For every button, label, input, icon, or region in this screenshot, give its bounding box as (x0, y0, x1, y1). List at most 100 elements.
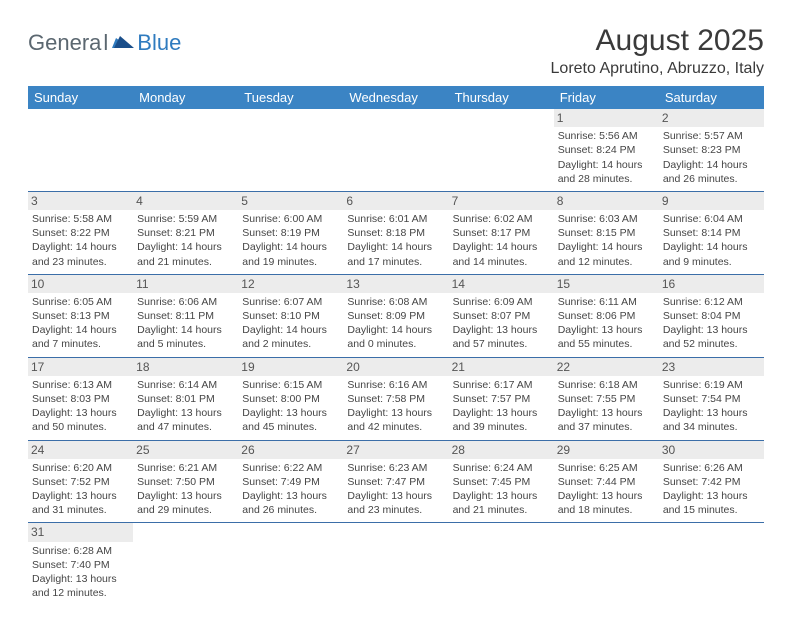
calendar-cell-empty (659, 523, 764, 605)
day-number: 31 (28, 523, 133, 541)
day-number: 4 (133, 192, 238, 210)
calendar-cell-empty (238, 109, 343, 191)
day-details: Sunrise: 6:25 AMSunset: 7:44 PMDaylight:… (558, 461, 655, 518)
day-number: 29 (554, 441, 659, 459)
day-number: 25 (133, 441, 238, 459)
day-details: Sunrise: 6:04 AMSunset: 8:14 PMDaylight:… (663, 212, 760, 269)
calendar-cell: 10Sunrise: 6:05 AMSunset: 8:13 PMDayligh… (28, 274, 133, 357)
location: Loreto Aprutino, Abruzzo, Italy (551, 60, 764, 78)
logo-text-general: Genera (28, 30, 101, 56)
day-number: 5 (238, 192, 343, 210)
day-details: Sunrise: 5:59 AMSunset: 8:21 PMDaylight:… (137, 212, 234, 269)
day-details: Sunrise: 6:17 AMSunset: 7:57 PMDaylight:… (453, 378, 550, 435)
day-number: 22 (554, 358, 659, 376)
calendar-cell: 13 Sunrise: 6:08 AMSunset: 8:09 PMDayligh… (343, 274, 448, 357)
weekday-header: Monday (133, 86, 238, 109)
day-number: 28 (449, 441, 554, 459)
day-details: Sunrise: 6:00 AMSunset: 8:19 PMDaylight:… (242, 212, 339, 269)
day-details: Sunrise: 6:02 AMSunset: 8:17 PMDaylight:… (453, 212, 550, 269)
calendar-cell-empty (343, 109, 448, 191)
calendar-cell: 7 Sunrise: 6:02 AMSunset: 8:17 PMDaylight… (449, 191, 554, 274)
day-number: 6 (343, 192, 448, 210)
day-number: 30 (659, 441, 764, 459)
day-details: Sunrise: 6:14 AMSunset: 8:01 PMDaylight:… (137, 378, 234, 435)
day-details: Sunrise: 6:09 AMSunset: 8:07 PMDaylight:… (453, 295, 550, 352)
calendar-cell-empty (133, 109, 238, 191)
day-number: 11 (133, 275, 238, 293)
calendar-cell: 22 Sunrise: 6:18 AMSunset: 7:55 PMDayligh… (554, 357, 659, 440)
day-details: Sunrise: 6:11 AMSunset: 8:06 PMDaylight:… (558, 295, 655, 352)
flag-icon (112, 34, 134, 50)
day-number: 3 (28, 192, 133, 210)
calendar-cell: 1 Sunrise: 5:56 AMSunset: 8:24 PMDaylight… (554, 109, 659, 191)
day-number: 12 (238, 275, 343, 293)
day-number: 15 (554, 275, 659, 293)
day-details: Sunrise: 6:07 AMSunset: 8:10 PMDaylight:… (242, 295, 339, 352)
day-number: 10 (28, 275, 133, 293)
day-details: Sunrise: 6:16 AMSunset: 7:58 PMDaylight:… (347, 378, 444, 435)
day-details: Sunrise: 6:15 AMSunset: 8:00 PMDaylight:… (242, 378, 339, 435)
logo-text-l: l (103, 30, 108, 56)
month-title: August 2025 (551, 24, 764, 58)
day-number: 26 (238, 441, 343, 459)
day-number: 13 (343, 275, 448, 293)
day-number: 8 (554, 192, 659, 210)
day-details: Sunrise: 6:19 AMSunset: 7:54 PMDaylight:… (663, 378, 760, 435)
weekday-header: Tuesday (238, 86, 343, 109)
page: General Blue August 2025 Loreto Aprutino… (0, 0, 792, 629)
calendar-cell: 14 Sunrise: 6:09 AMSunset: 8:07 PMDayligh… (449, 274, 554, 357)
day-number: 2 (659, 109, 764, 127)
day-number: 14 (449, 275, 554, 293)
calendar-cell: 30 Sunrise: 6:26 AMSunset: 7:42 PMDayligh… (659, 440, 764, 523)
calendar-cell: 19 Sunrise: 6:15 AMSunset: 8:00 PMDayligh… (238, 357, 343, 440)
day-number: 20 (343, 358, 448, 376)
calendar-row: 31 Sunrise: 6:28 AMSunset: 7:40 PMDayligh… (28, 523, 764, 605)
calendar-cell: 24Sunrise: 6:20 AMSunset: 7:52 PMDayligh… (28, 440, 133, 523)
calendar-row: 1 Sunrise: 5:56 AMSunset: 8:24 PMDaylight… (28, 109, 764, 191)
calendar-cell: 27Sunrise: 6:23 AMSunset: 7:47 PMDayligh… (343, 440, 448, 523)
day-details: Sunrise: 6:03 AMSunset: 8:15 PMDaylight:… (558, 212, 655, 269)
day-details: Sunrise: 6:28 AMSunset: 7:40 PMDaylight:… (32, 544, 129, 601)
day-number: 19 (238, 358, 343, 376)
calendar-cell: 20 Sunrise: 6:16 AMSunset: 7:58 PMDayligh… (343, 357, 448, 440)
day-details: Sunrise: 5:58 AMSunset: 8:22 PMDaylight:… (32, 212, 129, 269)
calendar-cell: 4 Sunrise: 5:59 AMSunset: 8:21 PMDaylight… (133, 191, 238, 274)
calendar-cell-empty (133, 523, 238, 605)
calendar-body: 1 Sunrise: 5:56 AMSunset: 8:24 PMDaylight… (28, 109, 764, 605)
day-number: 17 (28, 358, 133, 376)
weekday-header: Wednesday (343, 86, 448, 109)
calendar-cell: 21Sunrise: 6:17 AMSunset: 7:57 PMDayligh… (449, 357, 554, 440)
day-number: 7 (449, 192, 554, 210)
day-details: Sunrise: 6:01 AMSunset: 8:18 PMDaylight:… (347, 212, 444, 269)
day-details: Sunrise: 6:18 AMSunset: 7:55 PMDaylight:… (558, 378, 655, 435)
calendar-cell-empty (449, 523, 554, 605)
logo: General Blue (28, 30, 181, 56)
calendar-cell: 23 Sunrise: 6:19 AMSunset: 7:54 PMDayligh… (659, 357, 764, 440)
day-number: 16 (659, 275, 764, 293)
weekday-header-row: SundayMondayTuesdayWednesdayThursdayFrid… (28, 86, 764, 109)
calendar-cell: 25Sunrise: 6:21 AMSunset: 7:50 PMDayligh… (133, 440, 238, 523)
weekday-header: Thursday (449, 86, 554, 109)
calendar-cell: 31 Sunrise: 6:28 AMSunset: 7:40 PMDayligh… (28, 523, 133, 605)
calendar-row: 3 Sunrise: 5:58 AMSunset: 8:22 PMDaylight… (28, 191, 764, 274)
weekday-header: Saturday (659, 86, 764, 109)
calendar-cell: 6 Sunrise: 6:01 AMSunset: 8:18 PMDaylight… (343, 191, 448, 274)
calendar-cell: 18Sunrise: 6:14 AMSunset: 8:01 PMDayligh… (133, 357, 238, 440)
day-number: 1 (554, 109, 659, 127)
calendar-cell: 9Sunrise: 6:04 AMSunset: 8:14 PMDaylight… (659, 191, 764, 274)
calendar-cell: 8 Sunrise: 6:03 AMSunset: 8:15 PMDaylight… (554, 191, 659, 274)
calendar-cell: 28Sunrise: 6:24 AMSunset: 7:45 PMDayligh… (449, 440, 554, 523)
calendar-cell: 2 Sunrise: 5:57 AMSunset: 8:23 PMDaylight… (659, 109, 764, 191)
day-details: Sunrise: 5:57 AMSunset: 8:23 PMDaylight:… (663, 129, 760, 186)
day-number: 23 (659, 358, 764, 376)
title-block: August 2025 Loreto Aprutino, Abruzzo, It… (551, 24, 764, 78)
day-details: Sunrise: 6:08 AMSunset: 8:09 PMDaylight:… (347, 295, 444, 352)
day-details: Sunrise: 6:23 AMSunset: 7:47 PMDaylight:… (347, 461, 444, 518)
day-details: Sunrise: 6:26 AMSunset: 7:42 PMDaylight:… (663, 461, 760, 518)
calendar-row: 10Sunrise: 6:05 AMSunset: 8:13 PMDayligh… (28, 274, 764, 357)
calendar-cell: 5 Sunrise: 6:00 AMSunset: 8:19 PMDaylight… (238, 191, 343, 274)
calendar-cell: 29 Sunrise: 6:25 AMSunset: 7:44 PMDayligh… (554, 440, 659, 523)
day-details: Sunrise: 5:56 AMSunset: 8:24 PMDaylight:… (558, 129, 655, 186)
calendar-cell: 3 Sunrise: 5:58 AMSunset: 8:22 PMDaylight… (28, 191, 133, 274)
day-details: Sunrise: 6:13 AMSunset: 8:03 PMDaylight:… (32, 378, 129, 435)
